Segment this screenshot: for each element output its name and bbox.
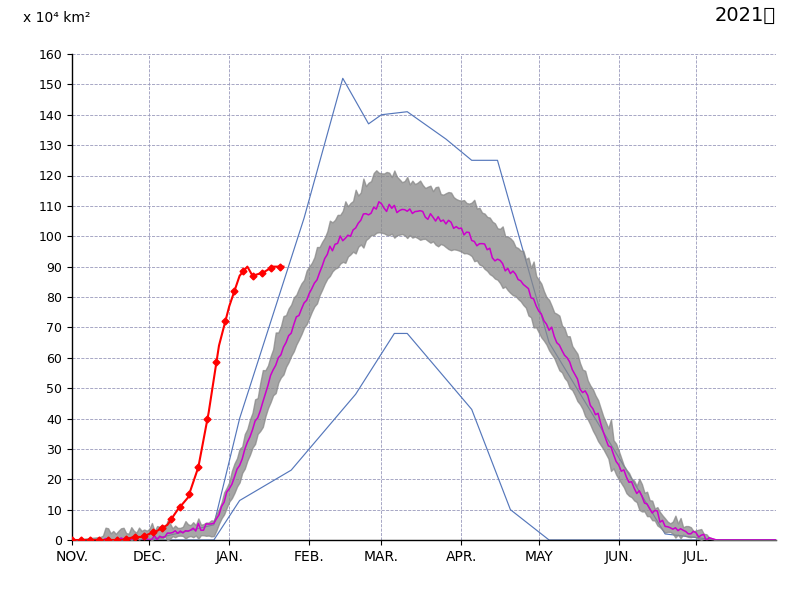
Text: x 10⁴ km²: x 10⁴ km² [22, 11, 90, 25]
Text: 2021年: 2021年 [715, 6, 776, 25]
